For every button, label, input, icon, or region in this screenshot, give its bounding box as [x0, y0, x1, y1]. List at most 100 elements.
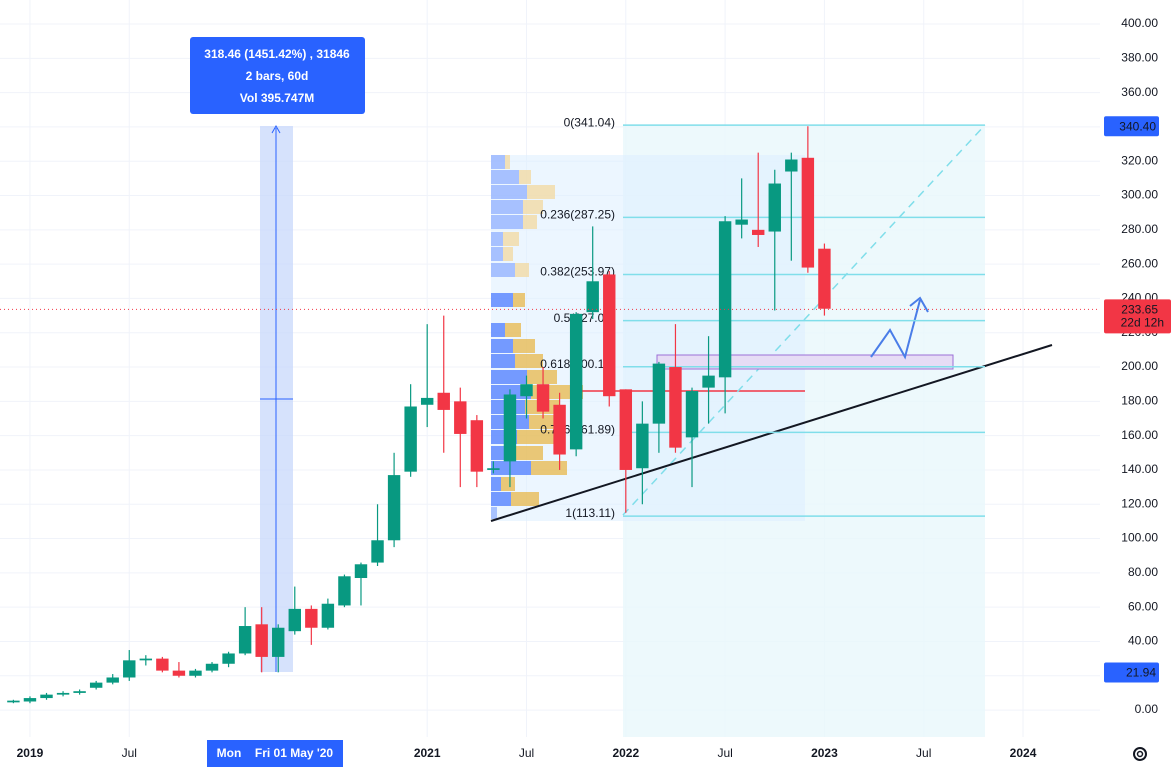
measure-arrowhead [271, 124, 281, 134]
y-tick-label: 100.00 [1121, 531, 1158, 545]
candle-body [404, 406, 417, 472]
candle-body [536, 384, 550, 412]
y-tick-label: 40.00 [1128, 634, 1158, 648]
y-tick-label: 280.00 [1121, 222, 1158, 236]
candle-body [106, 677, 119, 683]
candle-body [553, 404, 566, 455]
y-tick-label: 260.00 [1121, 256, 1158, 270]
candle-body [685, 391, 699, 438]
candle-body [669, 367, 682, 448]
tooltip-line: Vol 395.747M [240, 91, 314, 105]
y-tick-label: 60.00 [1128, 599, 1158, 613]
y-tick-label: 400.00 [1121, 16, 1158, 30]
x-tick-label: Jul [122, 746, 137, 760]
candle-body [156, 658, 169, 671]
measure-tooltip [190, 37, 365, 114]
candle-body [7, 700, 20, 703]
candle-body [619, 389, 633, 470]
crosshair-day: Mon [217, 746, 242, 760]
tooltip-line: 318.46 (1451.42%) , 31846 [204, 47, 350, 61]
candle-body [321, 603, 335, 628]
x-tick-label: 2021 [414, 746, 441, 760]
y-tick-label: 80.00 [1128, 565, 1158, 579]
candle-body [735, 219, 748, 225]
candle-body [371, 540, 384, 563]
candle-body [222, 653, 235, 664]
y-tick-label: 360.00 [1121, 85, 1158, 99]
candle-body [288, 608, 301, 632]
candle-body [503, 394, 517, 462]
fib-label: 0.382(253.97) [540, 265, 615, 279]
candle-body [420, 397, 434, 405]
candle-body [603, 274, 616, 397]
x-tick-label: 2022 [612, 746, 639, 760]
x-tick-label: Jul [916, 746, 931, 760]
candle-body [172, 670, 186, 676]
candle-body [255, 624, 268, 657]
crosshair-date: Fri 01 May '20 [255, 746, 334, 760]
y-tick-label: 120.00 [1121, 496, 1158, 510]
candle-body [89, 682, 103, 688]
x-tick-label: 2023 [811, 746, 838, 760]
y-tick-label: 300.00 [1121, 188, 1158, 202]
fib-label: 0(341.04) [564, 115, 615, 129]
x-tick-label: Jul [717, 746, 732, 760]
candle-body [636, 423, 649, 469]
candle-body [454, 401, 467, 434]
candle-body [23, 698, 37, 702]
candle-body [123, 660, 136, 678]
candle-body [139, 658, 153, 661]
candle-body [387, 475, 401, 541]
price-tag [1104, 116, 1159, 137]
candle-body [785, 159, 798, 172]
candle-body [752, 229, 765, 235]
fib-label: 1(113.11) [565, 506, 615, 520]
price-tag-label: 340.40 [1119, 119, 1156, 133]
tooltip-line: 2 bars, 60d [246, 69, 309, 83]
x-tick-label: Jul [519, 746, 534, 760]
candle-body [437, 392, 450, 410]
crosshair-date-tag [207, 740, 343, 767]
y-tick-label: 380.00 [1121, 50, 1158, 64]
candle-body [305, 608, 318, 628]
candle-body [768, 183, 781, 232]
candle-body [569, 313, 583, 450]
x-tick-label: 2019 [17, 746, 44, 760]
fib-label: 0.236(287.25) [540, 208, 615, 222]
y-tick-label: 180.00 [1121, 394, 1158, 408]
candle-body [718, 221, 732, 378]
candle-body [238, 626, 252, 654]
y-tick-label: 0.00 [1135, 702, 1159, 716]
price-tag [1104, 299, 1171, 334]
candle-body [272, 627, 285, 657]
candle-body [73, 691, 86, 693]
candle-body [801, 157, 815, 268]
candle-body [652, 363, 666, 424]
candle-body [354, 564, 368, 579]
x-tick-label: 2024 [1010, 746, 1037, 760]
y-tick-label: 320.00 [1121, 153, 1158, 167]
candle-body [205, 663, 219, 671]
settings-icon[interactable] [1133, 747, 1147, 761]
price-tag-label: 21.94 [1126, 666, 1156, 680]
y-tick-label: 200.00 [1121, 359, 1158, 373]
projection-arrow [870, 296, 929, 360]
candle-body [702, 375, 715, 388]
candle-body [818, 248, 831, 309]
price-tag [1104, 662, 1159, 683]
candle-body [189, 670, 202, 676]
price-tag-label: 233.65 [1121, 302, 1158, 316]
y-tick-label: 140.00 [1121, 462, 1158, 476]
candle-body [586, 281, 599, 313]
candle-body [338, 576, 351, 606]
plot: 0(341.04) 0.236(287.25) 0.382(253.97) 0.5(2… [7, 115, 985, 704]
fib-label: 0.5(227.08) [554, 311, 615, 325]
candle-body [40, 694, 53, 699]
candle-body [487, 468, 500, 470]
price-countdown: 22d 12h [1121, 315, 1164, 329]
y-tick-label: 160.00 [1121, 428, 1158, 442]
candle-body [56, 692, 70, 695]
candle-body [470, 420, 484, 472]
candle-body [520, 384, 533, 397]
